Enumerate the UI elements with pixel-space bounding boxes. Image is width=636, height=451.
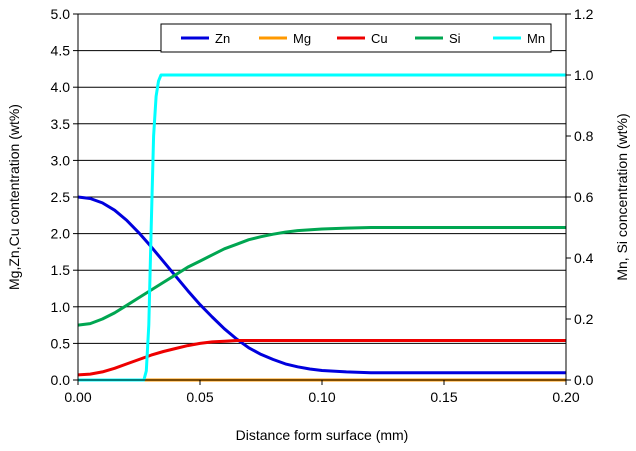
- y-tick-label-left: 5.0: [51, 6, 71, 22]
- y-tick-label-right: 0.2: [574, 311, 594, 327]
- x-tick-label: 0.00: [64, 389, 91, 405]
- y-tick-label-left: 3.5: [51, 116, 71, 132]
- y-tick-label-right: 0.8: [574, 128, 594, 144]
- legend-label-cu: Cu: [371, 31, 388, 46]
- series-line-cu: [77, 339, 566, 377]
- y-tick-label-left: 0.0: [51, 372, 71, 388]
- tick-layer: 0.00.51.01.52.02.53.03.54.04.55.00.00.20…: [51, 6, 594, 405]
- y-tick-label-left: 2.0: [51, 226, 71, 242]
- legend-label-zn: Zn: [215, 31, 230, 46]
- series-line-zn: [77, 195, 566, 375]
- series-layer: [77, 73, 566, 382]
- series-line-mn: [78, 73, 566, 382]
- y-tick-label-left: 2.5: [51, 189, 71, 205]
- y-tick-label-left: 4.0: [51, 79, 71, 95]
- y-tick-label-right: 0.4: [574, 250, 594, 266]
- legend: Zn Mg Cu Si Mn: [160, 23, 552, 53]
- y-tick-label-right: 0.6: [574, 189, 594, 205]
- y-tick-label-right: 0.0: [574, 372, 594, 388]
- x-axis-title: Distance form surface (mm): [236, 427, 409, 443]
- x-tick-label: 0.10: [308, 389, 335, 405]
- y-tick-label-right: 1.2: [574, 6, 594, 22]
- y-tick-label-left: 1.0: [51, 299, 71, 315]
- x-tick-label: 0.15: [430, 389, 457, 405]
- legend-label-si: Si: [449, 31, 461, 46]
- series-line-si: [77, 226, 566, 327]
- y-tick-label-left: 4.5: [51, 43, 71, 59]
- y-tick-label-left: 3.0: [51, 152, 71, 168]
- y-axis-title-right: Mn, Si concentration (wt%): [614, 113, 630, 280]
- legend-label-mg: Mg: [293, 31, 311, 46]
- y-axis-title-left: Mg,Zn,Cu contentration (wt%): [6, 104, 22, 290]
- y-tick-label-right: 1.0: [574, 67, 594, 83]
- legend-label-mn: Mn: [527, 31, 545, 46]
- x-tick-label: 0.20: [552, 389, 579, 405]
- y-tick-label-left: 1.5: [51, 262, 71, 278]
- y-tick-label-left: 0.5: [51, 335, 71, 351]
- x-tick-label: 0.05: [186, 389, 213, 405]
